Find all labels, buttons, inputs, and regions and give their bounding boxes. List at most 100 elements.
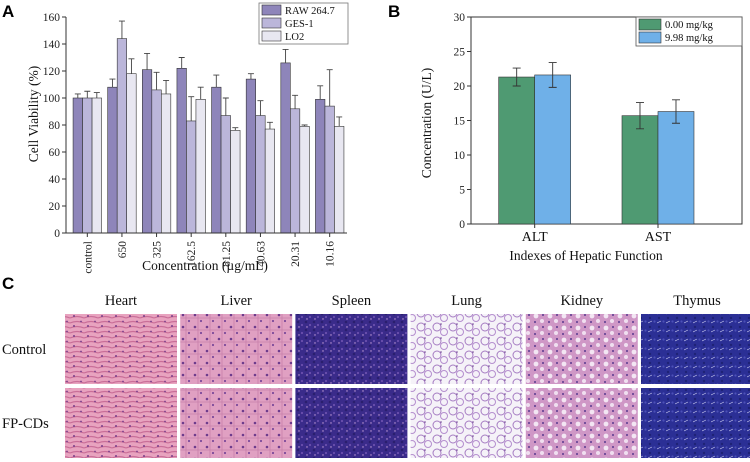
chart-a-x-tick-label: 81.25 <box>221 241 233 267</box>
chart-a-error-bar <box>257 100 264 116</box>
chart-a-error-bar <box>326 69 333 107</box>
chart-a-error-bar <box>213 74 220 88</box>
chart-b-x-ticks: ALT AST <box>522 224 672 245</box>
chart-b-y-tick-label: 30 <box>454 12 466 24</box>
chart-a-y-tick-label: 80 <box>49 120 61 132</box>
histology-image-heart <box>65 388 177 458</box>
chart-a-x-tick-label: 162.5 <box>186 241 198 267</box>
chart-a-bar <box>211 86 222 234</box>
histology-image-spleen <box>295 314 408 384</box>
histology-grid: Heart Liver Spleen Lung Kidney Thymus Control F… <box>2 293 750 458</box>
chart-a-bar <box>334 126 345 234</box>
chart-b-y-tick-label: 20 <box>454 81 466 93</box>
chart-a-bar <box>126 73 137 234</box>
chart-a-error-bar <box>74 93 81 98</box>
chart-a-y-tick-label: 160 <box>43 12 61 24</box>
histology-image-lung <box>410 314 523 384</box>
histology-column-label: Liver <box>220 293 252 309</box>
chart-b-legend: 0.00 mg/kg 9.98 mg/kg <box>635 16 743 47</box>
chart-a-bar <box>91 97 102 234</box>
chart-a-legend-swatch <box>261 4 282 16</box>
chart-a-legend-label: LO2 <box>285 32 304 43</box>
chart-a-bar <box>220 115 231 234</box>
chart-a-bar <box>151 89 162 234</box>
chart-a-bar <box>176 68 187 234</box>
chart-b-error-bar <box>512 67 521 87</box>
histology-column-label: Heart <box>105 293 137 309</box>
chart-b-x-tick-label: ALT <box>522 230 548 245</box>
chart-a-error-bar <box>317 85 324 100</box>
chart-a-bar <box>107 86 118 234</box>
chart-a-legend-swatch <box>261 30 282 42</box>
chart-a: 0 20 40 60 80 100 120 140 160 control 650 325 162.5… <box>26 2 349 274</box>
histology-column-label: Spleen <box>332 293 372 309</box>
chart-a-bar <box>72 97 83 234</box>
chart-b-error-bar <box>671 99 680 124</box>
chart-a-bar <box>299 126 310 234</box>
chart-b-bar <box>534 74 571 225</box>
chart-b-bar <box>657 111 695 225</box>
chart-b-bar <box>621 115 659 225</box>
histology-image-spleen <box>295 388 408 458</box>
chart-a-x-label: Concentration (µg/mL) <box>142 258 268 273</box>
histology-column-label: Thymus <box>673 293 721 309</box>
chart-a-bar <box>161 93 172 234</box>
chart-a-bar <box>280 62 291 234</box>
chart-a-error-bar <box>336 116 343 127</box>
chart-a-error-bar <box>109 78 116 88</box>
histology-image-kidney <box>525 314 638 384</box>
chart-a-error-bar <box>144 53 151 70</box>
chart-a-error-bar <box>118 20 125 39</box>
chart-a-y-tick-label: 100 <box>43 93 61 105</box>
chart-a-error-bar <box>292 94 299 109</box>
chart-a-x-tick-label: 40.63 <box>255 241 267 267</box>
chart-a-bar <box>195 99 206 234</box>
chart-a-bar <box>142 69 153 234</box>
chart-b-error-bar <box>548 62 557 88</box>
chart-a-x-tick-label: 650 <box>117 241 129 259</box>
panel-label-c: C <box>2 274 14 293</box>
chart-a-bar <box>315 99 326 234</box>
chart-a-x-ticks: control 650 325 162.5 81.25 40.63 20.31 10.16 <box>82 233 337 274</box>
chart-a-x-tick-label: 325 <box>152 241 164 259</box>
histology-image-thymus <box>641 388 750 458</box>
chart-b-y-tick-label: 10 <box>454 150 466 162</box>
chart-a-y-tick-label: 140 <box>43 39 61 51</box>
chart-b-y-tick-label: 25 <box>454 47 466 59</box>
chart-b-bar <box>498 76 535 225</box>
chart-a-y-tick-label: 20 <box>49 201 61 213</box>
chart-a-bar <box>116 38 127 234</box>
chart-b-legend-label: 9.98 mg/kg <box>665 33 714 44</box>
chart-a-error-bar <box>84 90 91 98</box>
chart-a-bar <box>255 115 266 234</box>
chart-a-legend-label: RAW 264.7 <box>285 6 335 17</box>
chart-a-error-bar <box>282 48 289 63</box>
chart-a-bar <box>230 130 241 234</box>
chart-b-legend-swatch <box>638 18 662 31</box>
chart-a-error-bar <box>93 92 100 98</box>
chart-a-error-bar <box>222 97 229 116</box>
histology-image-liver <box>180 314 293 384</box>
histology-image-kidney <box>525 388 638 458</box>
chart-b-legend-label: 0.00 mg/kg <box>665 20 714 31</box>
chart-b-y-ticks: 0 5 10 15 20 25 30 <box>454 12 471 231</box>
chart-a-bar <box>324 105 335 234</box>
chart-a-bar <box>264 128 275 234</box>
chart-a-bar <box>290 108 301 234</box>
chart-b-y-tick-label: 5 <box>459 185 465 197</box>
chart-a-x-tick-label: 20.31 <box>290 241 302 267</box>
chart-a-y-tick-label: 0 <box>54 228 60 240</box>
chart-b-legend-swatch <box>638 31 662 44</box>
chart-b-x-label: Indexes of Hepatic Function <box>509 248 663 263</box>
chart-a-y-tick-label: 120 <box>43 66 61 78</box>
histology-image-liver <box>180 388 293 458</box>
chart-a-legend: RAW 264.7 GES-1 LO2 <box>258 2 349 45</box>
chart-a-error-bar <box>247 73 254 80</box>
chart-b-y-label: Concentration (U/L) <box>419 68 434 179</box>
panel-label-a: A <box>2 2 14 21</box>
chart-a-marks <box>72 20 345 234</box>
chart-b-y-tick-label: 0 <box>459 219 465 231</box>
